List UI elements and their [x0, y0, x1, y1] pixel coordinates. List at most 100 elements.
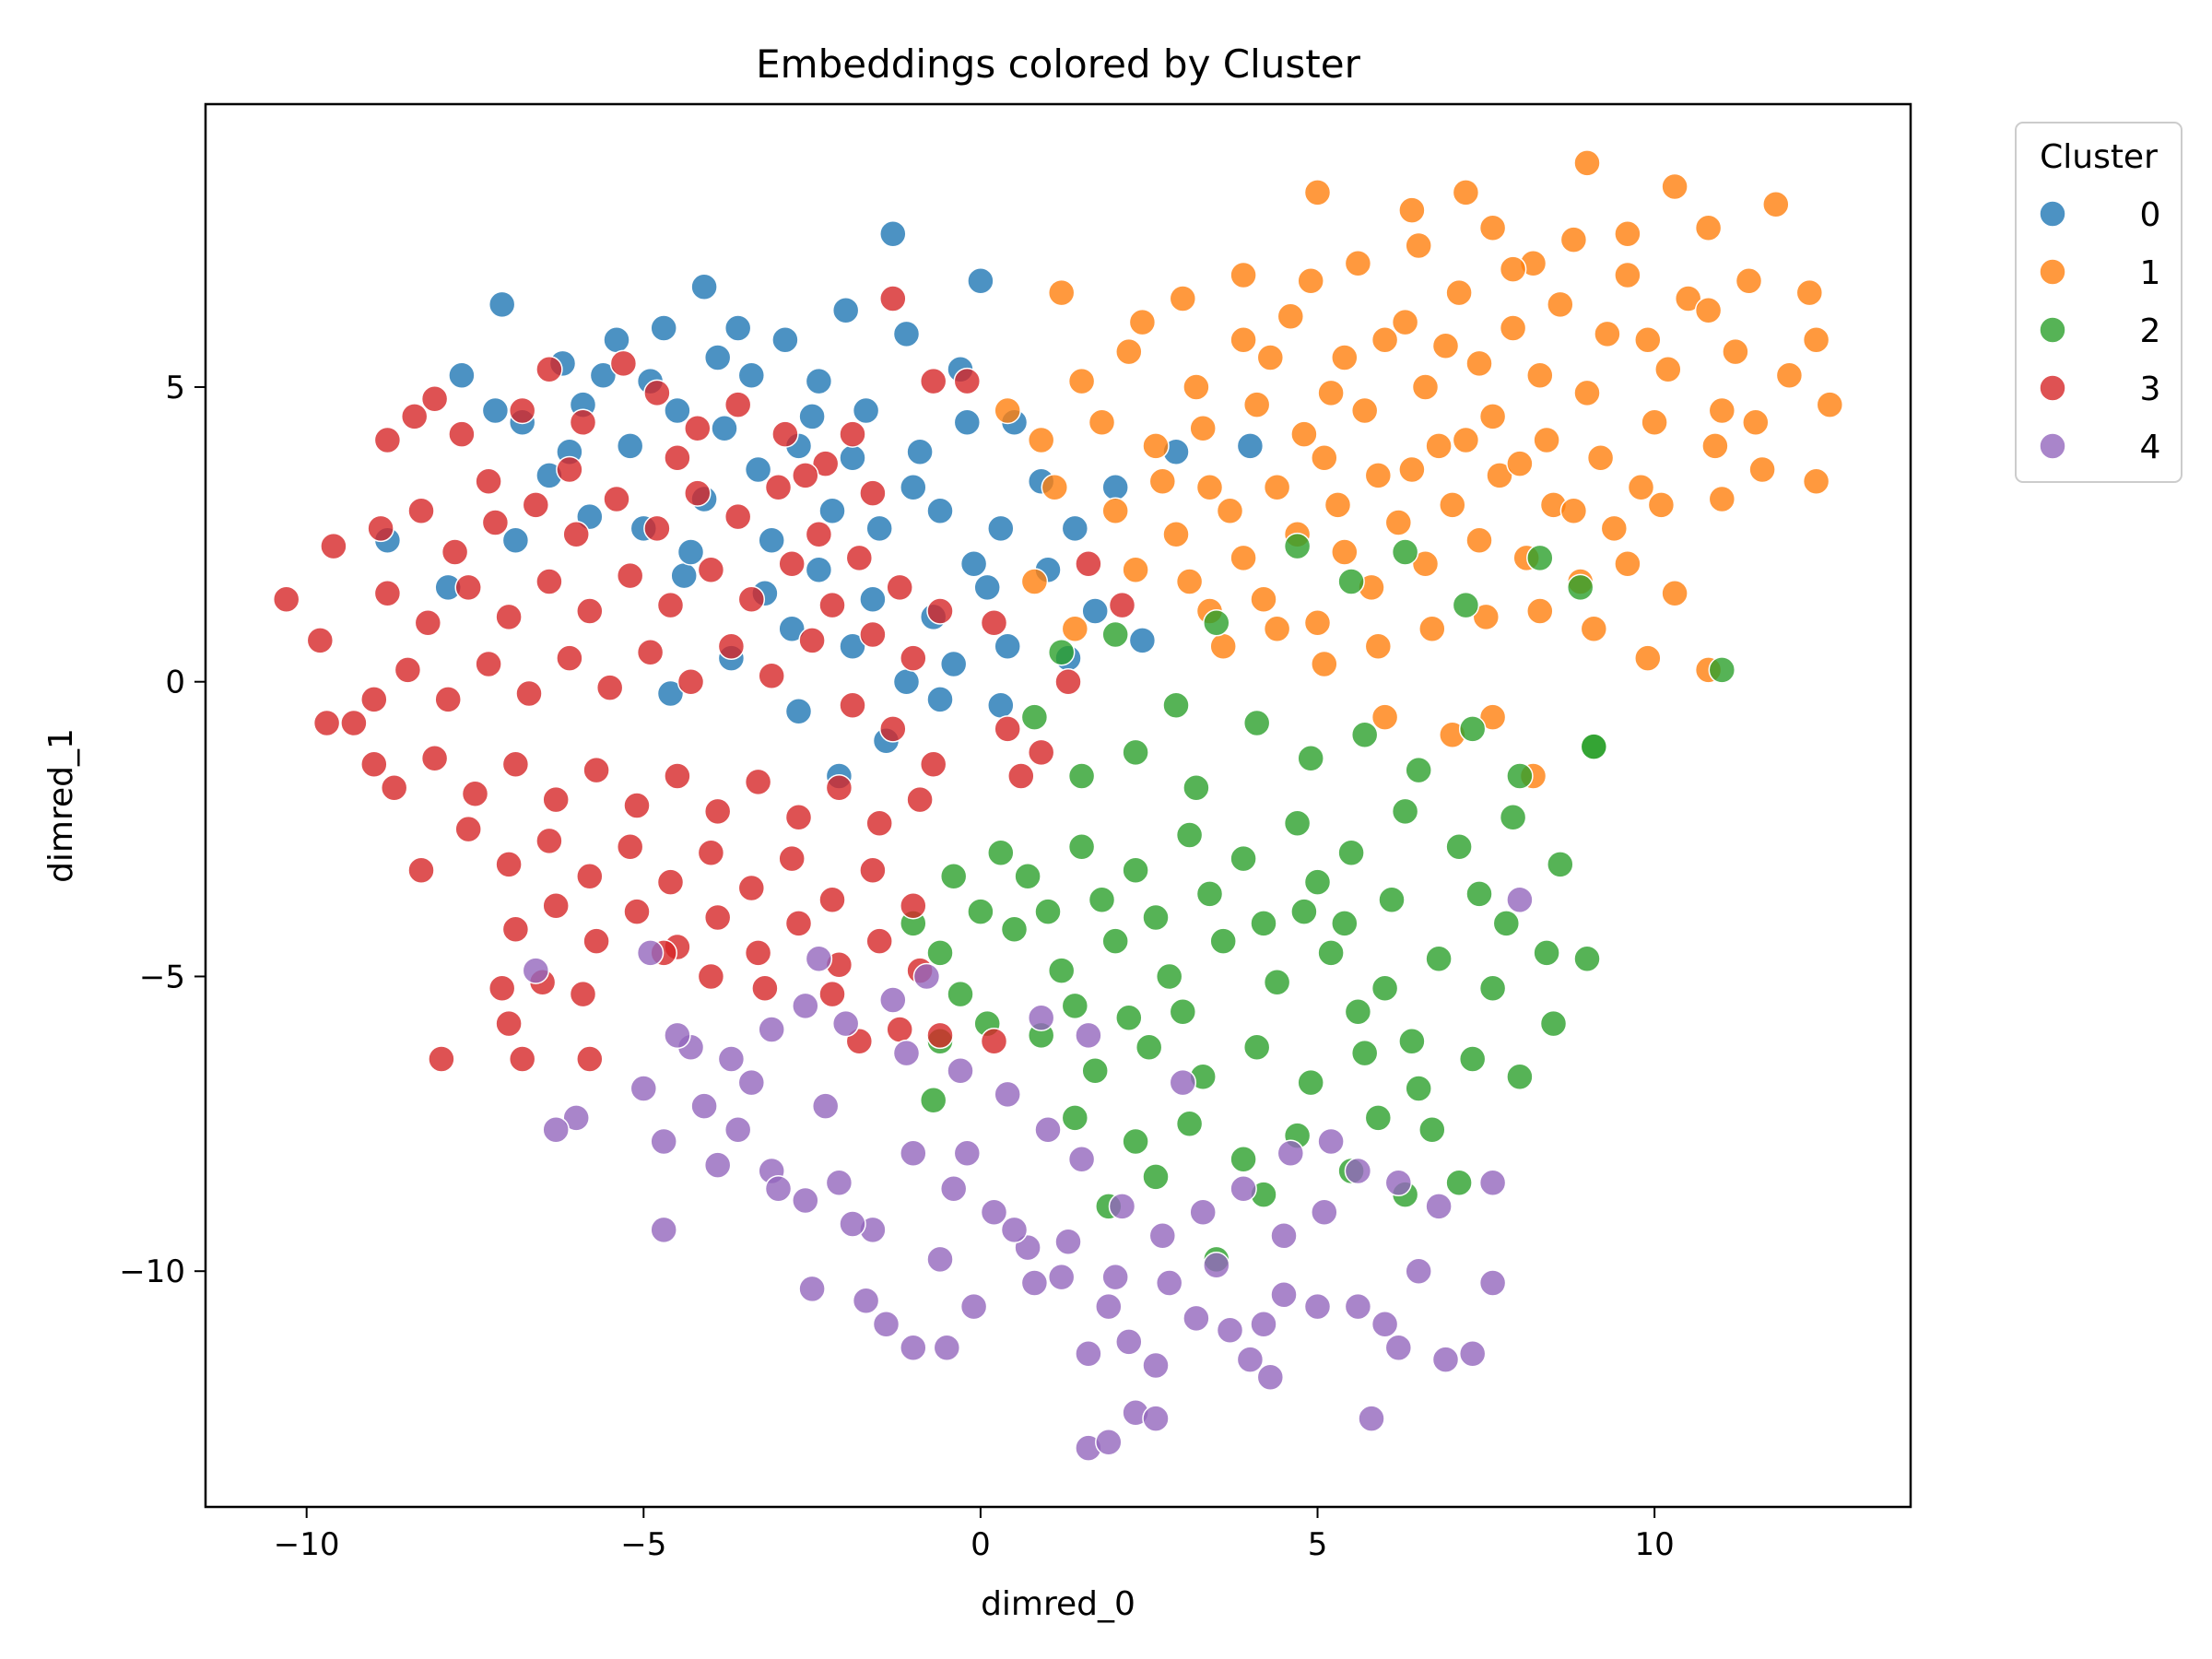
point-cluster-3: [900, 891, 927, 920]
point-cluster-4: [1115, 1328, 1143, 1356]
point-cluster-3: [792, 462, 819, 489]
point-cluster-4: [900, 1139, 927, 1168]
point-cluster-1: [1499, 314, 1527, 342]
point-cluster-1: [1802, 326, 1830, 354]
point-cluster-4: [1075, 1021, 1102, 1050]
point-cluster-4: [1358, 1405, 1385, 1432]
point-cluster-2: [1135, 1033, 1163, 1061]
point-cluster-0: [677, 538, 705, 566]
point-cluster-4: [1189, 1198, 1217, 1227]
point-cluster-0: [839, 443, 866, 472]
point-cluster-3: [556, 644, 583, 672]
point-cluster-0: [488, 290, 516, 319]
point-cluster-3: [771, 420, 799, 448]
point-cluster-2: [1425, 945, 1453, 973]
point-cluster-0: [973, 573, 1001, 602]
point-cluster-1: [1263, 473, 1291, 501]
point-cluster-0: [784, 697, 813, 725]
point-cluster-2: [1391, 797, 1419, 826]
point-cluster-3: [664, 443, 691, 472]
point-cluster-3: [926, 1021, 954, 1050]
point-cluster-1: [1391, 308, 1419, 336]
point-cluster-2: [1350, 1039, 1379, 1067]
point-cluster-0: [818, 497, 846, 525]
point-cluster-3: [859, 620, 887, 649]
point-cluster-2: [1547, 851, 1574, 878]
point-cluster-2: [1061, 1104, 1089, 1132]
point-cluster-2: [1067, 762, 1096, 790]
point-cluster-3: [495, 851, 523, 878]
point-cluster-1: [1647, 491, 1676, 519]
series-2: [900, 532, 1736, 1274]
point-cluster-3: [717, 632, 746, 661]
point-cluster-1: [1533, 426, 1560, 454]
point-cluster-4: [792, 992, 819, 1020]
point-cluster-4: [839, 1210, 866, 1238]
point-cluster-2: [967, 898, 994, 925]
point-cluster-1: [1405, 231, 1432, 260]
point-cluster-4: [1101, 1263, 1129, 1291]
point-cluster-0: [926, 686, 954, 713]
point-cluster-3: [744, 768, 772, 796]
point-cluster-4: [872, 1311, 900, 1338]
point-cluster-2: [1283, 809, 1312, 837]
point-cluster-0: [744, 455, 772, 484]
point-cluster-1: [1324, 491, 1352, 519]
point-cluster-2: [1175, 821, 1204, 849]
point-cluster-1: [1209, 632, 1237, 661]
point-cluster-3: [677, 667, 705, 696]
point-cluster-4: [1478, 1169, 1507, 1197]
point-cluster-2: [1169, 998, 1197, 1026]
point-cluster-3: [784, 910, 813, 937]
point-cluster-1: [1573, 149, 1601, 177]
point-cluster-4: [1142, 1351, 1170, 1380]
point-cluster-2: [1506, 762, 1534, 790]
legend-label: 2: [2140, 312, 2161, 350]
point-cluster-0: [670, 561, 698, 590]
point-cluster-3: [1027, 738, 1055, 767]
point-cluster-1: [1384, 509, 1413, 536]
point-cluster-2: [1263, 969, 1291, 996]
point-cluster-3: [994, 715, 1021, 743]
point-cluster-4: [805, 945, 833, 973]
point-cluster-2: [1283, 532, 1312, 560]
point-cluster-3: [1108, 591, 1136, 619]
point-cluster-1: [1526, 361, 1554, 389]
point-cluster-2: [1101, 620, 1129, 649]
point-cluster-4: [1108, 1193, 1136, 1220]
point-cluster-4: [562, 1104, 590, 1132]
point-cluster-1: [1411, 550, 1440, 578]
point-cluster-1: [1311, 650, 1338, 678]
point-cluster-4: [636, 939, 665, 967]
point-cluster-1: [1735, 267, 1763, 295]
point-cluster-3: [751, 974, 779, 1002]
x-axis: −10 −5 0 5 10: [274, 1507, 1675, 1563]
point-cluster-3: [784, 804, 813, 831]
point-cluster-3: [434, 686, 462, 713]
point-cluster-3: [407, 497, 435, 525]
point-cluster-2: [1445, 833, 1473, 861]
point-cluster-1: [1586, 443, 1615, 472]
series-0: [373, 219, 1265, 790]
point-cluster-2: [1405, 756, 1432, 784]
point-cluster-0: [906, 438, 934, 466]
point-cluster-4: [1020, 1269, 1049, 1297]
point-cluster-4: [1405, 1257, 1432, 1285]
point-cluster-2: [1350, 721, 1379, 749]
point-cluster-3: [764, 473, 793, 501]
point-cluster-1: [1816, 391, 1844, 418]
point-cluster-4: [717, 1045, 746, 1073]
x-tick-label: 0: [971, 1526, 991, 1563]
point-cluster-4: [1230, 1174, 1257, 1203]
point-cluster-4: [1270, 1281, 1298, 1309]
point-cluster-1: [1290, 420, 1318, 448]
point-cluster-3: [798, 627, 826, 654]
point-cluster-4: [664, 1021, 691, 1050]
legend-item: 2: [2039, 312, 2161, 350]
point-cluster-1: [1465, 526, 1493, 554]
point-cluster-2: [1020, 703, 1049, 731]
point-cluster-3: [839, 691, 866, 720]
point-cluster-4: [1344, 1157, 1372, 1185]
point-cluster-0: [1128, 627, 1157, 654]
point-cluster-3: [562, 521, 590, 548]
